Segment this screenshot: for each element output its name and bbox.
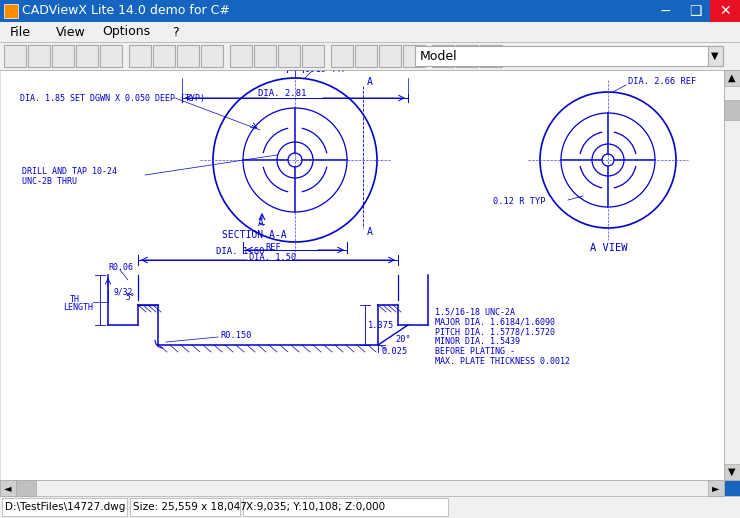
Text: DIA. 1.50: DIA. 1.50 bbox=[249, 253, 297, 263]
Text: DIA. 1.60: DIA. 1.60 bbox=[216, 248, 264, 256]
Text: 0.025: 0.025 bbox=[382, 348, 408, 356]
Text: ✕: ✕ bbox=[719, 4, 731, 18]
Bar bbox=[0, 42, 740, 70]
Text: DRILL AND TAP 10-24: DRILL AND TAP 10-24 bbox=[22, 167, 117, 177]
Text: Model: Model bbox=[420, 50, 457, 63]
Text: R0.06: R0.06 bbox=[108, 264, 133, 272]
Bar bbox=[708, 46, 723, 66]
Bar bbox=[650, 0, 680, 22]
Text: Options: Options bbox=[102, 25, 150, 38]
Bar bbox=[28, 45, 50, 67]
Text: ▲: ▲ bbox=[728, 73, 736, 83]
Text: LENGTH: LENGTH bbox=[63, 304, 93, 312]
Bar bbox=[0, 22, 740, 42]
Text: 1.5/16-18 UNC-2A: 1.5/16-18 UNC-2A bbox=[435, 308, 515, 316]
Text: ◄: ◄ bbox=[4, 483, 12, 493]
Bar bbox=[4, 45, 26, 67]
Bar bbox=[456, 45, 478, 67]
Bar bbox=[4, 4, 18, 18]
Text: ▼: ▼ bbox=[711, 51, 719, 61]
Bar bbox=[708, 480, 724, 496]
Text: A VIEW: A VIEW bbox=[590, 243, 628, 253]
Text: ►: ► bbox=[712, 483, 720, 493]
Text: ?: ? bbox=[172, 25, 178, 38]
Text: PITCH DIA. 1.5778/1.5720: PITCH DIA. 1.5778/1.5720 bbox=[435, 327, 555, 337]
Bar bbox=[355, 45, 377, 67]
Text: X:9,035; Y:10,108; Z:0,000: X:9,035; Y:10,108; Z:0,000 bbox=[246, 502, 385, 512]
Text: DIA. 2.81: DIA. 2.81 bbox=[258, 89, 306, 97]
Bar bbox=[0, 480, 724, 496]
Bar bbox=[379, 45, 401, 67]
Text: MAJOR DIA. 1.6184/1.6090: MAJOR DIA. 1.6184/1.6090 bbox=[435, 318, 555, 326]
Bar bbox=[52, 45, 74, 67]
Text: 0.19 TYP: 0.19 TYP bbox=[305, 65, 347, 75]
Bar bbox=[129, 45, 151, 67]
Bar bbox=[153, 45, 175, 67]
Text: MAX. PLATE THICKNESS 0.0012: MAX. PLATE THICKNESS 0.0012 bbox=[435, 357, 570, 367]
Bar bbox=[0, 496, 740, 518]
Text: D:\TestFiles\14727.dwg: D:\TestFiles\14727.dwg bbox=[5, 502, 125, 512]
Text: R0.150: R0.150 bbox=[220, 330, 252, 339]
Bar bbox=[2, 498, 127, 516]
Bar bbox=[177, 45, 199, 67]
Text: A: A bbox=[258, 218, 264, 228]
Bar bbox=[0, 70, 724, 480]
Bar bbox=[302, 45, 324, 67]
Text: File: File bbox=[10, 25, 31, 38]
Bar bbox=[278, 45, 300, 67]
Bar bbox=[432, 45, 454, 67]
Bar bbox=[331, 45, 353, 67]
Text: Size: 25,559 x 18,047: Size: 25,559 x 18,047 bbox=[133, 502, 247, 512]
Bar bbox=[415, 46, 723, 66]
Text: 5°: 5° bbox=[125, 294, 135, 303]
Text: DIA. 1.85 SET DGWN X 0.050 DEEP (TYP): DIA. 1.85 SET DGWN X 0.050 DEEP (TYP) bbox=[20, 94, 205, 103]
Text: 20°: 20° bbox=[395, 336, 411, 344]
Text: 0.12 R TYP: 0.12 R TYP bbox=[493, 197, 545, 207]
Text: MINOR DIA. 1.5439: MINOR DIA. 1.5439 bbox=[435, 338, 520, 347]
Text: UNC-2B THRU: UNC-2B THRU bbox=[22, 178, 77, 186]
Text: −: − bbox=[659, 4, 671, 18]
Text: TH: TH bbox=[70, 295, 80, 305]
Text: BEFORE PLATING -: BEFORE PLATING - bbox=[435, 348, 515, 356]
Text: DIA. 1.34: DIA. 1.34 bbox=[323, 55, 370, 65]
Bar bbox=[403, 45, 425, 67]
Text: A: A bbox=[367, 77, 373, 87]
Text: ▼: ▼ bbox=[728, 467, 736, 477]
Bar bbox=[710, 0, 740, 22]
Text: 1.375: 1.375 bbox=[368, 321, 394, 329]
Text: 9/32: 9/32 bbox=[113, 287, 132, 296]
Bar bbox=[724, 70, 740, 480]
Bar bbox=[0, 480, 16, 496]
Bar bbox=[480, 45, 502, 67]
Text: View: View bbox=[56, 25, 86, 38]
Bar bbox=[724, 464, 740, 480]
Text: SECTION A-A: SECTION A-A bbox=[222, 230, 286, 240]
Bar bbox=[254, 45, 276, 67]
Bar bbox=[230, 45, 252, 67]
Text: A: A bbox=[367, 227, 373, 237]
Bar bbox=[201, 45, 223, 67]
Text: ❑: ❑ bbox=[689, 4, 702, 18]
Text: REF: REF bbox=[265, 243, 281, 252]
Bar bbox=[0, 0, 740, 22]
Bar bbox=[243, 498, 448, 516]
Text: DIA. 2.66 REF: DIA. 2.66 REF bbox=[628, 78, 696, 87]
Bar bbox=[76, 45, 98, 67]
Bar bbox=[724, 100, 740, 120]
Bar bbox=[130, 498, 240, 516]
Bar bbox=[724, 70, 740, 86]
Bar bbox=[0, 70, 724, 480]
Text: CADViewX Lite 14.0 demo for C#: CADViewX Lite 14.0 demo for C# bbox=[22, 5, 230, 18]
Bar bbox=[16, 480, 36, 496]
Bar bbox=[100, 45, 122, 67]
Bar bbox=[680, 0, 710, 22]
